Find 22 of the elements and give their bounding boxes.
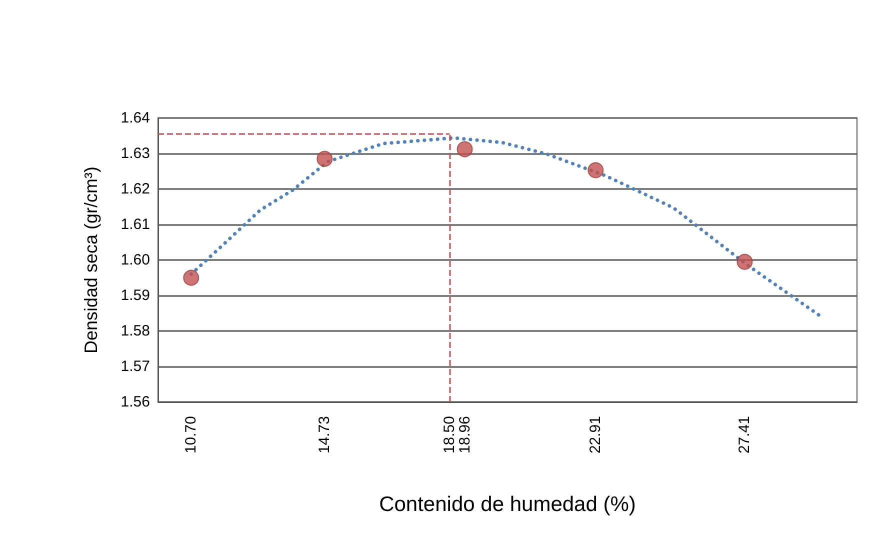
y-tick-label: 1.61 xyxy=(120,216,150,233)
point xyxy=(588,162,604,178)
y-tick-label: 1.59 xyxy=(120,287,150,304)
point xyxy=(183,270,200,286)
y-tick-label: 1.57 xyxy=(120,358,150,375)
point xyxy=(316,150,333,167)
x-axis-title: Contenido de humedad (%) xyxy=(379,493,636,516)
x-tick-label: 10.70 xyxy=(182,416,200,454)
x-tick-label: 18.96 xyxy=(456,416,474,454)
point xyxy=(456,141,473,158)
y-tick-label: 1.62 xyxy=(120,180,150,198)
x-tick-label: 18.50 xyxy=(441,416,458,454)
x-tick-label: 27.41 xyxy=(736,416,754,454)
y-tick-label: 1.58 xyxy=(120,322,150,340)
y-tick-label: 1.64 xyxy=(120,110,150,126)
y-tick-label: 1.63 xyxy=(120,145,150,162)
x-tick-label: 14.73 xyxy=(316,416,334,454)
point xyxy=(736,254,753,270)
y-axis-title: Densidad seca (gr/cm³) xyxy=(81,166,101,354)
y-tick-label: 1.60 xyxy=(120,252,150,268)
x-tick-label: 22.91 xyxy=(587,416,604,454)
y-tick-label: 1.56 xyxy=(120,394,150,410)
